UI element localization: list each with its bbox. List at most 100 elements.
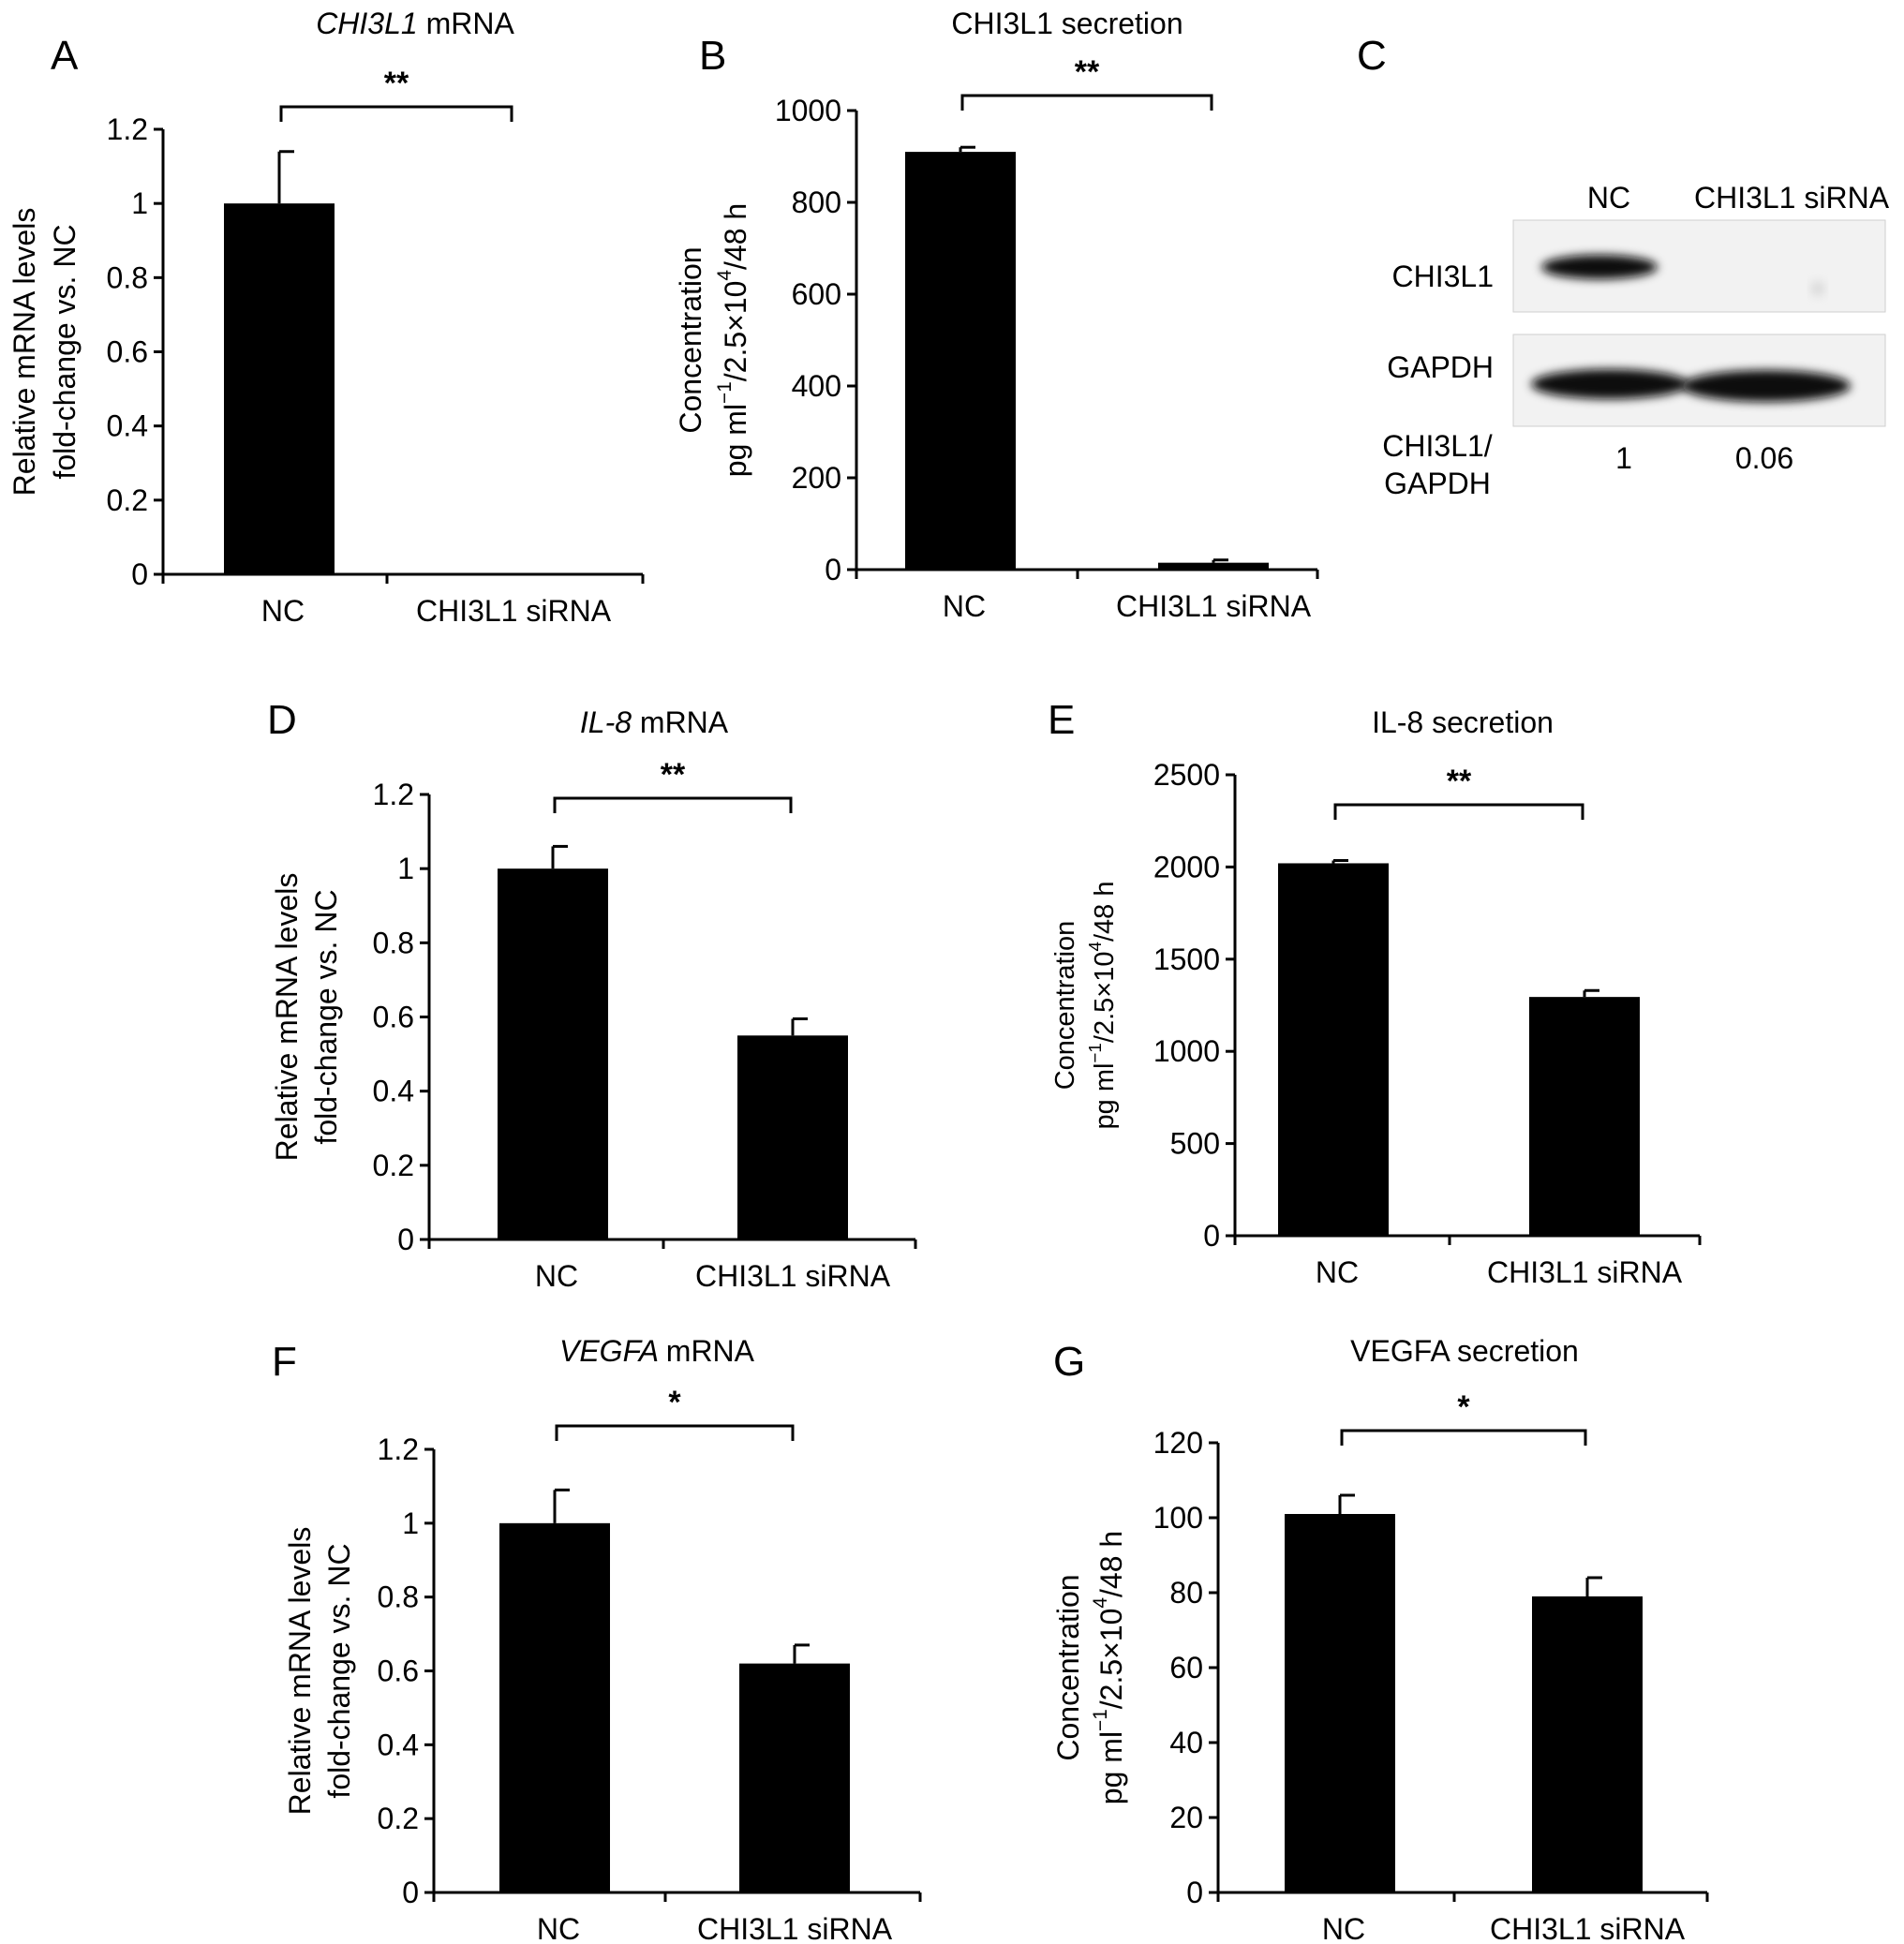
y-tick-label: 0.8 xyxy=(107,260,148,294)
x-category-label: CHI3L1 siRNA xyxy=(1490,1912,1686,1944)
bar-chi3l1-sirna xyxy=(737,1035,848,1239)
y-axis-label-line-2: pg ml−1/2.5×104/48 h xyxy=(1090,1531,1128,1804)
panel-letter-B: B xyxy=(699,33,726,79)
y-axis-label-line-1: Concentration xyxy=(1051,1574,1085,1760)
x-category-label: NC xyxy=(1316,1255,1359,1289)
blot-band-gapdh-sirna xyxy=(1682,370,1851,402)
chart-title-gene: IL-8 xyxy=(580,705,640,739)
blot-row-label-chi3l1: CHI3L1 xyxy=(1392,260,1495,293)
x-category-label: NC xyxy=(537,1912,580,1944)
chart-title: CHI3L1 secretion xyxy=(951,7,1183,40)
panel-letter-G: G xyxy=(1053,1339,1085,1385)
western-blot-panel: C NC CHI3L1 siRNA CHI3L1 GAPDH CHI3L1/ G… xyxy=(1357,33,1890,500)
panel-D: D IL-8 mRNA Relative mRNA levels fold-chang… xyxy=(267,697,917,1293)
blot-ratio-label-line2: GAPDH xyxy=(1384,467,1491,500)
chart-title-rest: mRNA xyxy=(640,705,729,739)
y-tick-label: 500 xyxy=(1170,1127,1220,1161)
significance-bracket xyxy=(553,796,793,813)
significance-bracket xyxy=(960,94,1213,111)
y-tick-label: 100 xyxy=(1153,1501,1203,1535)
y-tick-label: 0.8 xyxy=(373,926,414,959)
x-category-label: CHI3L1 siRNA xyxy=(1487,1255,1683,1289)
y-tick-label: 0.2 xyxy=(373,1149,414,1182)
panel-letter-A: A xyxy=(51,33,79,79)
y-tick-label: 0 xyxy=(131,557,148,591)
y-axis-label-line-1: Relative mRNA levels xyxy=(270,873,304,1162)
significance-bracket xyxy=(1333,803,1584,820)
y-tick-label: 1.2 xyxy=(107,112,148,146)
y-tick-label: 0.2 xyxy=(378,1802,419,1835)
y-tick-label: 0.6 xyxy=(107,335,148,369)
y-tick-label: 800 xyxy=(792,185,841,219)
y-tick-label: 0 xyxy=(1186,1876,1203,1909)
y-tick-label: 1000 xyxy=(775,94,841,127)
x-category-label: NC xyxy=(261,594,305,628)
bar-chi3l1-sirna xyxy=(1158,562,1269,570)
y-tick-label: 0.6 xyxy=(373,1001,414,1034)
y-tick-label: 0.6 xyxy=(378,1655,419,1688)
bar-nc xyxy=(1278,863,1389,1236)
y-tick-label: 60 xyxy=(1169,1651,1203,1684)
y-tick-label: 200 xyxy=(792,461,841,495)
y-tick-label: 120 xyxy=(1153,1426,1203,1460)
chart-title: VEGFA mRNA xyxy=(559,1334,755,1368)
y-axis-label-line-1: Relative mRNA levels xyxy=(7,208,41,497)
blot-ratio-sirna: 0.06 xyxy=(1735,441,1793,475)
y-tick-label: 1 xyxy=(402,1506,419,1540)
y-axis-label-line-1: Concentration xyxy=(674,246,707,433)
chart-title-rest: mRNA xyxy=(666,1334,755,1368)
y-tick-label: 0 xyxy=(825,553,841,586)
bar-chi3l1-sirna xyxy=(739,1663,850,1892)
y-axis-label-line-2: pg ml−1/2.5×104/48 h xyxy=(1085,882,1120,1130)
significance-marker: ** xyxy=(1075,54,1100,90)
chart-title-gene: CHI3L1 xyxy=(316,7,425,40)
y-tick-label: 20 xyxy=(1169,1801,1203,1834)
y-tick-label: 0.4 xyxy=(378,1728,419,1761)
bar-chi3l1-sirna xyxy=(1529,997,1640,1236)
blot-band-gapdh-nc xyxy=(1531,369,1688,399)
bar-nc xyxy=(498,868,608,1239)
x-category-label: CHI3L1 siRNA xyxy=(695,1259,891,1293)
chart-title: IL-8 secretion xyxy=(1372,705,1554,739)
blot-lane-label-nc: NC xyxy=(1587,181,1630,215)
chart-title: IL-8 mRNA xyxy=(580,705,729,739)
panel-F: F VEGFA mRNA Relative mRNA levels fold-chan… xyxy=(272,1334,922,1944)
bar-nc xyxy=(1285,1514,1395,1892)
y-tick-label: 0 xyxy=(1203,1219,1220,1253)
x-category-label: CHI3L1 siRNA xyxy=(1116,589,1312,623)
y-axis-label-line-2: fold-change vs. NC xyxy=(309,889,343,1144)
panel-A: A CHI3L1 mRNA Relative mRNA levels fold-cha… xyxy=(7,7,645,628)
y-tick-label: 1 xyxy=(397,852,414,885)
y-tick-label: 0.2 xyxy=(107,483,148,517)
blot-ratio-label-line1: CHI3L1/ xyxy=(1382,429,1493,463)
y-tick-label: 1 xyxy=(131,186,148,220)
x-category-label: NC xyxy=(943,589,986,623)
significance-marker: ** xyxy=(384,66,409,101)
y-axis-label-line-2: pg ml−1/2.5×104/48 h xyxy=(714,203,752,477)
x-category-label: CHI3L1 siRNA xyxy=(697,1912,893,1944)
significance-bracket xyxy=(279,105,513,122)
y-axis-label-line-1: Relative mRNA levels xyxy=(283,1527,317,1816)
significance-bracket xyxy=(1340,1429,1587,1446)
panel-letter-D: D xyxy=(267,697,297,743)
y-tick-label: 2500 xyxy=(1153,758,1220,792)
y-tick-label: 40 xyxy=(1169,1726,1203,1759)
chart-title-rest: mRNA xyxy=(426,7,515,40)
significance-marker: * xyxy=(1457,1389,1470,1425)
y-axis-label-line-2: fold-change vs. NC xyxy=(48,224,82,479)
blot-band-chi3l1-sirna xyxy=(1810,281,1825,296)
y-tick-label: 0.4 xyxy=(373,1075,414,1108)
y-tick-label: 0.4 xyxy=(107,409,148,443)
panel-letter-C: C xyxy=(1357,33,1387,79)
y-tick-label: 0 xyxy=(402,1876,419,1909)
x-category-label: NC xyxy=(535,1259,578,1293)
x-category-label: NC xyxy=(1322,1912,1365,1944)
y-tick-label: 1.2 xyxy=(373,778,414,811)
blot-row-label-gapdh: GAPDH xyxy=(1387,350,1494,384)
blot-band-chi3l1-nc xyxy=(1541,255,1658,279)
y-tick-label: 0 xyxy=(397,1223,414,1256)
chart-title: VEGFA secretion xyxy=(1350,1334,1579,1368)
y-tick-label: 2000 xyxy=(1153,850,1220,883)
